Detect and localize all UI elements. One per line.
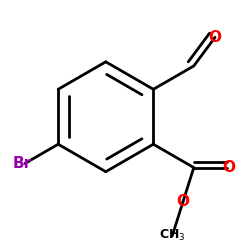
Text: O: O (222, 160, 235, 175)
Text: Br: Br (12, 156, 32, 171)
Text: O: O (176, 194, 190, 209)
Text: CH$_3$: CH$_3$ (159, 228, 186, 243)
Text: O: O (208, 30, 222, 45)
